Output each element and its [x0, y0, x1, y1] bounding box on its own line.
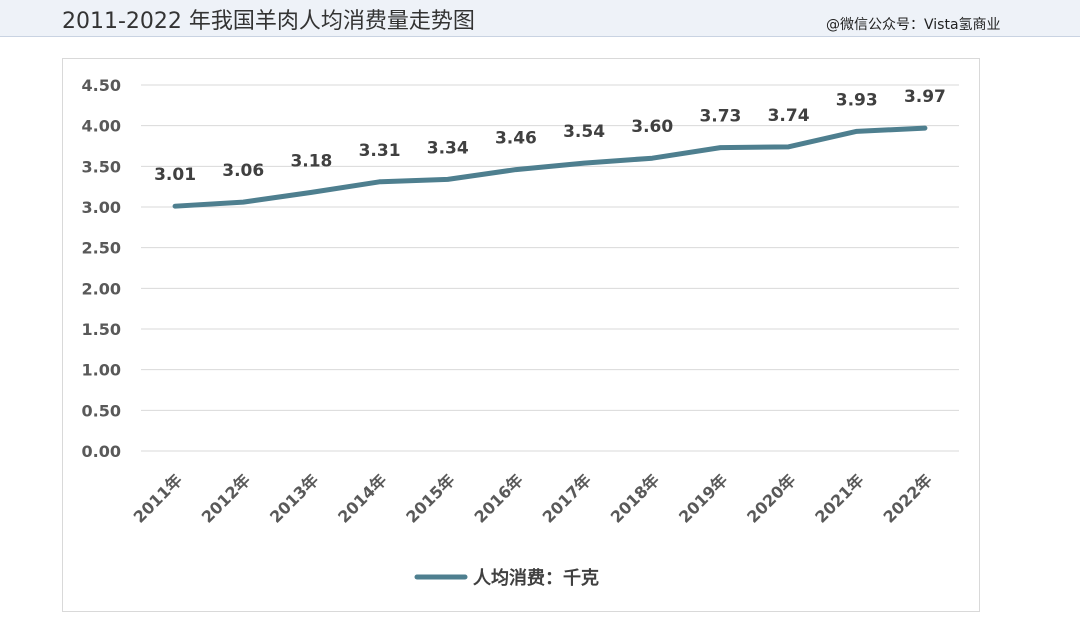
data-label: 3.93	[836, 90, 878, 110]
data-point	[310, 191, 312, 193]
data-labels: 3.01 3.06 3.18 3.31 3.34 3.46 3.54 3.60 3.73 3.74…	[154, 87, 946, 185]
x-tick-label: 2015年	[402, 470, 458, 526]
data-label: 3.54	[563, 122, 605, 142]
data-label: 3.46	[495, 129, 537, 149]
data-point	[242, 201, 244, 203]
y-tick-label: 3.00	[82, 198, 121, 217]
watermark: @微信公众号：Vista氢商业	[826, 17, 1001, 33]
grid-layer	[141, 84, 959, 452]
data-label: 3.74	[768, 106, 810, 126]
x-tick-label: 2014年	[334, 470, 390, 526]
data-point	[379, 181, 381, 183]
x-tick-label: 2012年	[198, 470, 254, 526]
data-label: 3.01	[154, 165, 196, 185]
y-tick-label: 3.50	[82, 157, 121, 176]
series-layer	[172, 125, 928, 209]
data-point	[583, 162, 585, 164]
y-tick-label: 4.50	[82, 76, 121, 95]
data-point	[719, 147, 721, 149]
data-label: 3.34	[427, 138, 469, 158]
x-tick-label: 2013年	[266, 470, 322, 526]
data-point	[788, 146, 790, 148]
x-tick-label: 2020年	[743, 470, 799, 526]
y-tick-label: 1.50	[82, 320, 121, 339]
y-tick-label: 2.00	[82, 279, 121, 298]
x-tick-label: 2018年	[607, 470, 663, 526]
title-bar: 2011-2022 年我国羊肉人均消费量走势图	[0, 0, 1080, 37]
x-tick-label: 2019年	[675, 470, 731, 526]
line-chart: 0.00 0.50 1.00 1.50 2.00 2.50 3.00 3.50 4.00 4.50…	[82, 76, 959, 589]
data-point	[515, 169, 517, 171]
chart-frame: 0.00 0.50 1.00 1.50 2.00 2.50 3.00 3.50 4.00 4.50…	[62, 58, 980, 612]
data-label: 3.18	[290, 151, 332, 171]
legend: 人均消费：千克	[414, 567, 599, 589]
data-point	[924, 127, 926, 129]
y-tick-label: 1.00	[82, 361, 121, 380]
data-label: 3.31	[359, 141, 401, 161]
data-label: 3.06	[222, 161, 264, 181]
data-label: 3.97	[904, 87, 946, 107]
y-tick-label: 0.50	[82, 401, 121, 420]
y-axis-ticks: 0.00 0.50 1.00 1.50 2.00 2.50 3.00 3.50 4.00 4.50	[82, 76, 121, 461]
x-tick-label: 2022年	[879, 470, 935, 526]
y-tick-label: 2.50	[82, 239, 121, 258]
x-tick-label: 2017年	[539, 470, 595, 526]
x-tick-label: 2016年	[470, 470, 526, 526]
x-tick-label: 2021年	[811, 470, 867, 526]
x-tick-label: 2011年	[130, 470, 186, 526]
page-title: 2011-2022 年我国羊肉人均消费量走势图	[62, 9, 475, 34]
y-tick-label: 4.00	[82, 117, 121, 136]
y-tick-label: 0.00	[82, 442, 121, 461]
data-point	[447, 178, 449, 180]
data-point	[174, 205, 176, 207]
data-label: 3.60	[631, 117, 673, 137]
x-axis-ticks: 2011年 2012年 2013年 2014年 2015年 2016年 2017年 2018年…	[130, 470, 936, 526]
data-point	[651, 157, 653, 159]
legend-label: 人均消费：千克	[473, 567, 599, 589]
data-point	[856, 130, 858, 132]
series-line	[172, 125, 928, 209]
data-label: 3.73	[699, 107, 741, 127]
